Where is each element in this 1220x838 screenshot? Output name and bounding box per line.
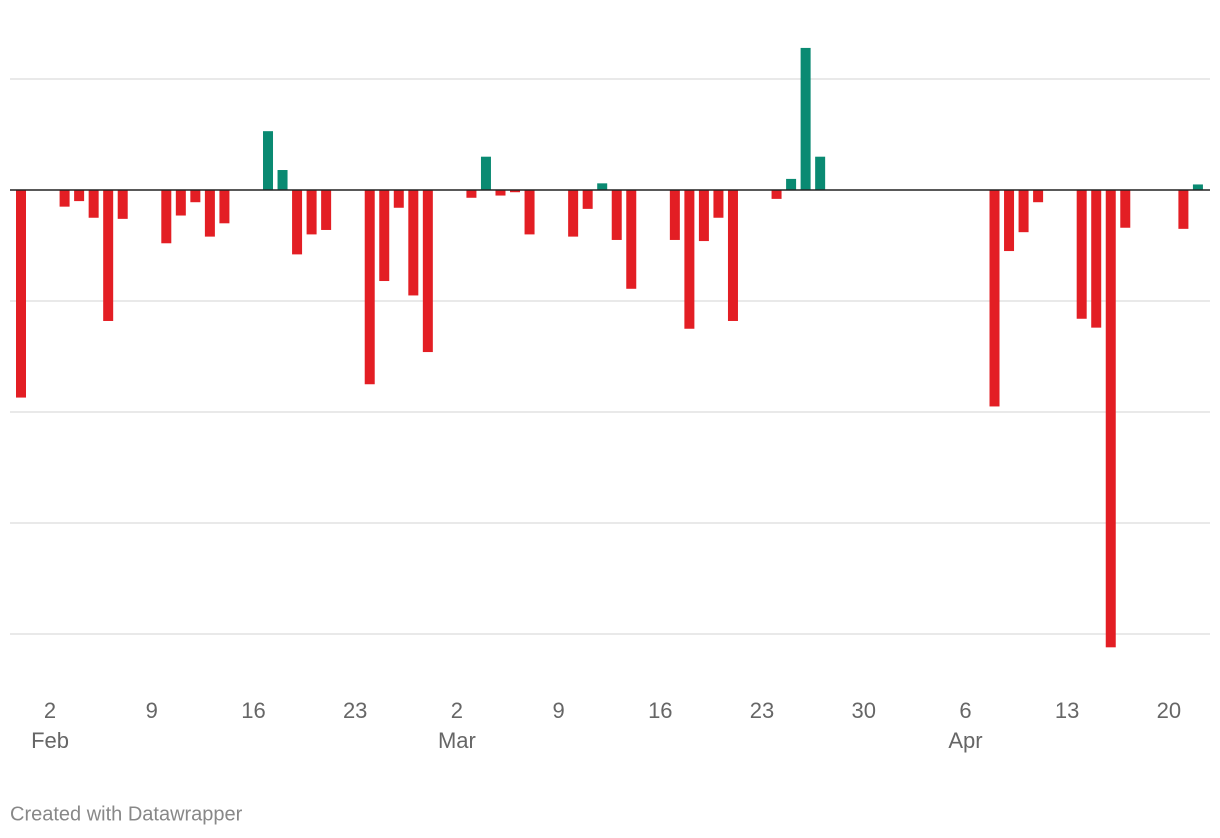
bar — [1091, 190, 1102, 328]
bar — [800, 47, 811, 190]
bar — [1018, 190, 1029, 233]
bar — [771, 190, 782, 199]
bar — [597, 183, 608, 190]
bar — [393, 190, 404, 208]
bar — [1178, 190, 1189, 229]
bar — [611, 190, 622, 240]
bar — [277, 170, 288, 190]
x-tick-label: 2 — [451, 698, 463, 723]
bar — [1004, 190, 1015, 252]
bar — [1192, 184, 1203, 190]
bar — [190, 190, 201, 203]
bar — [1076, 190, 1087, 319]
x-tick-label: 9 — [146, 698, 158, 723]
bar — [408, 190, 419, 296]
bar — [786, 178, 797, 190]
x-tick-label: 2 — [44, 698, 56, 723]
x-tick-label: 23 — [750, 698, 774, 723]
bar — [175, 190, 186, 216]
bar — [88, 190, 99, 218]
bar — [466, 190, 477, 198]
x-tick-label: 16 — [241, 698, 265, 723]
bar — [103, 190, 114, 321]
bar — [1120, 190, 1131, 228]
x-month-label: Feb — [31, 728, 69, 753]
bar — [698, 190, 709, 242]
bar — [495, 190, 506, 196]
x-tick-label: 6 — [959, 698, 971, 723]
bar — [16, 190, 26, 398]
bar — [815, 156, 826, 190]
credit: Created with Datawrapper — [10, 803, 243, 825]
bar — [524, 190, 535, 235]
x-tick-label: 30 — [851, 698, 875, 723]
x-month-label: Apr — [948, 728, 982, 753]
bar — [161, 190, 172, 244]
bar — [713, 190, 724, 218]
bar — [626, 190, 637, 289]
bar — [669, 190, 680, 240]
bar — [582, 190, 593, 209]
bar — [306, 190, 317, 235]
x-tick-label: 23 — [343, 698, 367, 723]
bar — [379, 190, 390, 282]
bar — [568, 190, 579, 237]
bar — [219, 190, 230, 224]
x-tick-label: 16 — [648, 698, 672, 723]
bar — [364, 190, 375, 385]
bar — [263, 131, 274, 190]
bar — [292, 190, 303, 255]
bar — [989, 190, 1000, 407]
bar — [480, 156, 491, 190]
bar — [1033, 190, 1044, 203]
bar — [117, 190, 128, 219]
bar — [204, 190, 215, 237]
x-tick-label: 20 — [1157, 698, 1181, 723]
x-month-label: Mar — [438, 728, 476, 753]
bar — [74, 190, 85, 202]
bar — [321, 190, 332, 230]
bar — [684, 190, 695, 329]
bar — [422, 190, 433, 353]
x-tick-label: 9 — [552, 698, 564, 723]
bar — [59, 190, 70, 207]
x-tick-label: 13 — [1055, 698, 1079, 723]
bar — [510, 190, 521, 193]
bar — [1105, 190, 1116, 648]
bar — [727, 190, 738, 321]
